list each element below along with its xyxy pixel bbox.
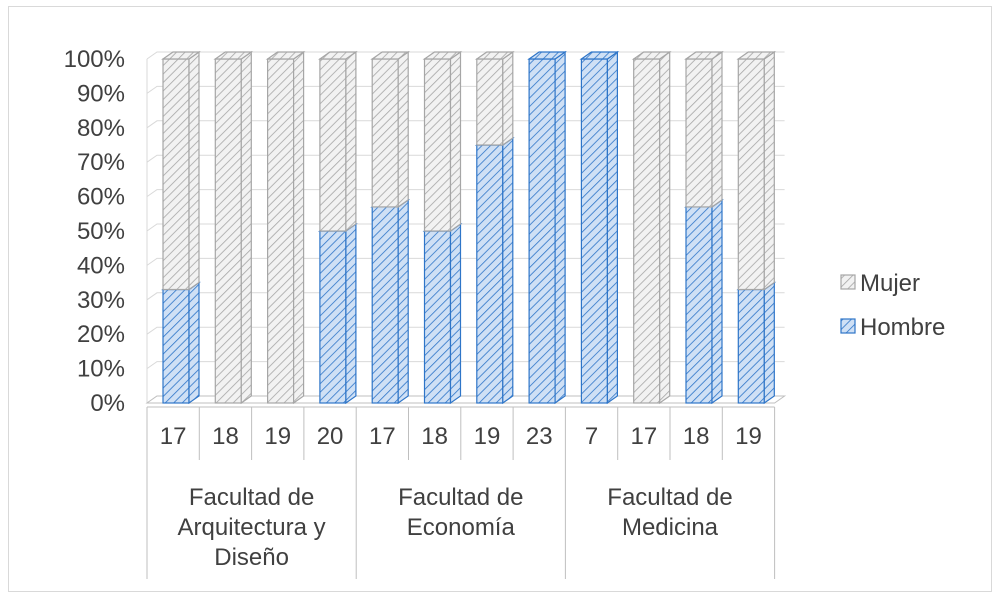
gridline (146, 85, 785, 94)
bar-mujer (370, 50, 411, 209)
x-tick-label: 18 (683, 423, 710, 450)
gridline (146, 223, 785, 232)
bar-hombre (684, 198, 724, 405)
bar-hombre (317, 222, 358, 405)
y-tick-label: 10% (77, 356, 125, 383)
bar-mujer (317, 50, 358, 233)
group-label: Facultad de Medicina (607, 484, 732, 541)
gridlines (145, 51, 787, 404)
gridline (146, 257, 785, 266)
bar-hombre (474, 136, 515, 405)
x-tick-label: 17 (160, 423, 187, 450)
legend-label: Mujer (860, 270, 920, 297)
chart-svg: 0% 10% 20% 30% 40% 50% 60% 70% 80% 90% 100% 17 18 19… (64, 46, 945, 579)
bar-mujer (161, 50, 201, 291)
bar-hombre (161, 281, 201, 405)
y-axis-ticks: 0% 10% 20% 30% 40% 50% 60% 70% 80% 90% 100% (64, 46, 125, 417)
x-tick-label: 17 (369, 423, 396, 450)
gridline (146, 292, 785, 301)
y-tick-label: 20% (77, 321, 125, 348)
y-tick-label: 90% (77, 80, 125, 107)
group-label: Facultad de Economía (398, 484, 523, 541)
legend: Mujer Hombre (840, 270, 945, 341)
x-tick-label: 18 (212, 423, 239, 450)
bar-hombre (422, 222, 463, 405)
bar-hombre (579, 50, 620, 405)
bar-mujer (422, 50, 463, 233)
y-tick-label: 0% (90, 390, 125, 417)
y-tick-label: 50% (77, 218, 125, 245)
chart-floor (145, 395, 787, 404)
x-tick-label: 20 (317, 423, 344, 450)
legend-swatch (840, 318, 856, 334)
bar-hombre (370, 198, 411, 405)
x-axis: 17 18 19 20 17 18 19 23 7 17 18 19 Facultad de Arquit… (146, 406, 776, 579)
y-tick-label: 60% (77, 184, 125, 211)
bar-hombre (527, 50, 568, 405)
x-tick-label: 23 (526, 423, 553, 450)
legend-item-mujer: Mujer (840, 270, 920, 297)
legend-item-hombre: Hombre (840, 314, 945, 341)
x-tick-label: 19 (474, 423, 501, 450)
gridline (146, 154, 785, 163)
gridline (146, 51, 785, 60)
legend-label: Hombre (860, 314, 945, 341)
y-tick-label: 80% (77, 115, 125, 142)
gridline (146, 189, 785, 198)
bars (161, 50, 777, 405)
gridline (146, 120, 785, 129)
x-tick-label: 17 (630, 423, 657, 450)
gridline (146, 361, 785, 370)
group-label: Facultad de Arquitectura y Diseño (178, 484, 326, 571)
y-tick-label: 30% (77, 287, 125, 314)
x-tick-label: 19 (735, 423, 762, 450)
x-tick-label: 7 (585, 423, 598, 450)
y-tick-label: 100% (64, 46, 125, 73)
gridline (146, 326, 785, 335)
bar-mujer (631, 50, 672, 405)
x-tick-label: 18 (421, 423, 448, 450)
legend-swatch (840, 274, 856, 290)
y-tick-label: 70% (77, 149, 125, 176)
bar-mujer (265, 50, 306, 405)
x-tick-label: 19 (264, 423, 291, 450)
bar-mujer (213, 50, 254, 405)
y-tick-label: 40% (77, 252, 125, 279)
bar-mujer (474, 50, 515, 147)
bar-mujer (684, 50, 724, 209)
bar-hombre (736, 281, 777, 405)
chart-frame: 0% 10% 20% 30% 40% 50% 60% 70% 80% 90% 100% 17 18 19… (8, 6, 992, 592)
bar-mujer (736, 50, 777, 291)
